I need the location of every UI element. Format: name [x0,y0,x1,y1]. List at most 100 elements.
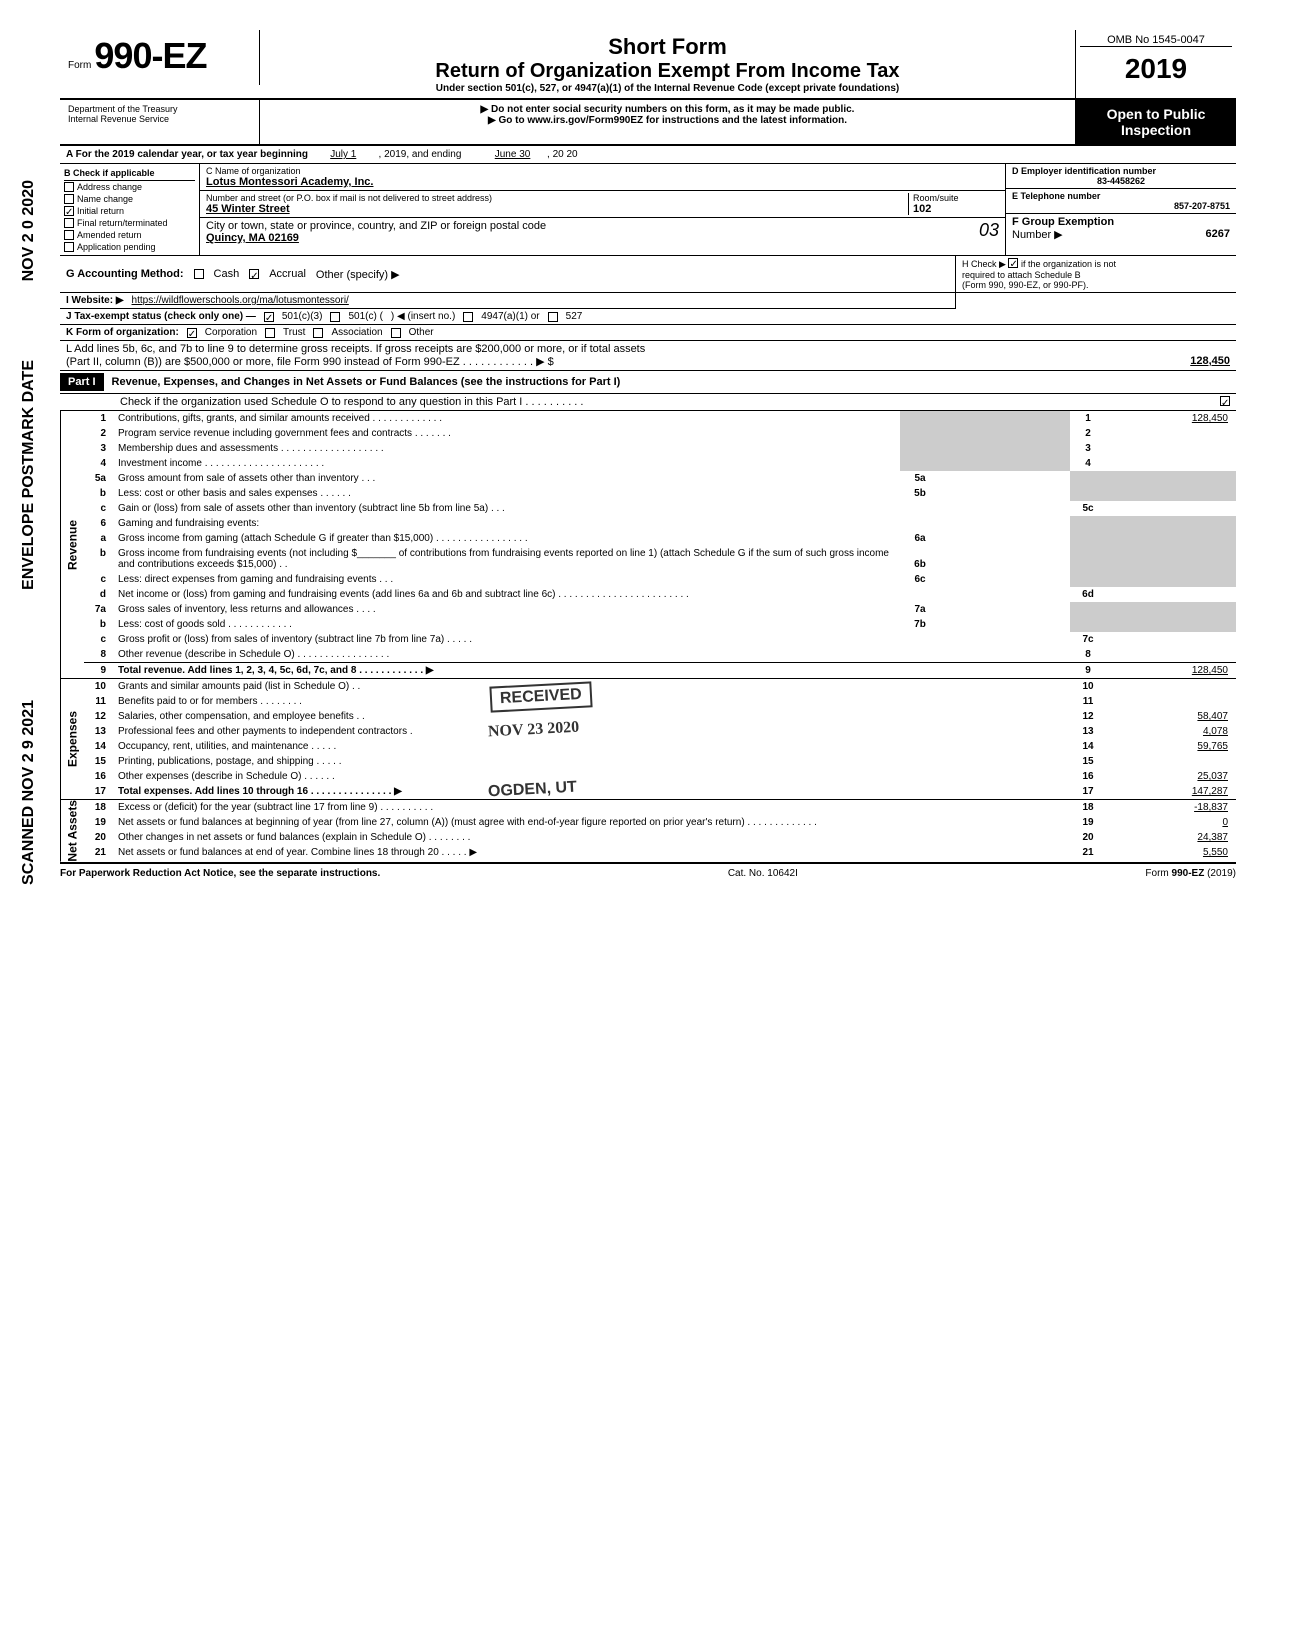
cb-schedo[interactable] [1220,396,1230,406]
part1-check-text: Check if the organization used Schedule … [120,396,583,408]
l2ev [1106,426,1236,441]
l1en: 1 [1070,411,1106,426]
inspect-cell: Open to Public Inspection [1076,100,1236,144]
l7bd: Less: cost of goods sold . . . . . . . .… [114,617,900,632]
name-col: C Name of organization Lotus Montessori … [200,164,1006,255]
l5cd: Gain or (loss) from sale of assets other… [114,501,1070,516]
line-a-text: A For the 2019 calendar year, or tax yea… [66,149,308,160]
gh-row: G Accounting Method: Cash Accrual Other … [60,256,1236,293]
l16ev: 25,037 [1106,769,1236,784]
cb-cash[interactable] [194,269,204,279]
l9en: 9 [1070,663,1106,679]
cb-501c3[interactable] [264,312,274,322]
group-num-label: Number ▶ [1012,229,1063,241]
l7bmn: 7b [900,617,940,632]
l-t2: (Part II, column (B)) are $500,000 or mo… [66,355,554,368]
l6bmn: 6b [900,546,940,572]
cb-h[interactable] [1008,258,1018,268]
expenses-table: 10Grants and similar amounts paid (list … [84,679,1236,799]
k-label: K Form of organization: [66,327,179,338]
l15ev [1106,754,1236,769]
ogden-stamp: OGDEN, UT [479,776,585,803]
l12d: Salaries, other compensation, and employ… [114,709,1070,724]
cb-accrual[interactable] [249,269,259,279]
cb-initial[interactable] [64,206,74,216]
cb-app[interactable] [64,242,74,252]
l6n: 6 [84,516,114,531]
city-label: City or town, state or province, country… [206,220,546,232]
revenue-table: 1Contributions, gifts, grants, and simil… [84,411,1236,678]
city-hand: 03 [979,220,999,244]
tel-val: 857-207-8751 [1012,201,1230,211]
cb-trust[interactable] [265,328,275,338]
cb-addr[interactable] [64,182,74,192]
cb-corp[interactable] [187,328,197,338]
l10d: Grants and similar amounts paid (list in… [114,679,1070,694]
l10n: 10 [84,679,114,694]
l10en: 10 [1070,679,1106,694]
footer-left: For Paperwork Reduction Act Notice, see … [60,868,380,879]
l16d: Other expenses (describe in Schedule O) … [114,769,1070,784]
line-a-yr: , 20 20 [547,149,578,160]
dept-cell: Department of the Treasury Internal Reve… [60,100,260,144]
j-d: 4947(a)(1) or [481,311,539,322]
i-row: I Website: ▶ https://wildflowerschools.o… [60,293,956,309]
warn2: ▶ Go to www.irs.gov/Form990EZ for instru… [264,115,1071,126]
org-room: 102 [913,203,931,215]
dept-row: Department of the Treasury Internal Reve… [60,100,1236,146]
j-row: J Tax-exempt status (check only one) — 5… [60,309,1236,325]
l7cev [1106,632,1236,647]
name-sub2: Number and street (or P.O. box if mail i… [200,191,1005,218]
l5cev [1106,501,1236,516]
l20d: Other changes in net assets or fund bala… [114,830,1070,845]
l3n: 3 [84,441,114,456]
ein-label: D Employer identification number [1012,166,1156,176]
l21en: 21 [1070,845,1106,860]
cb-501c[interactable] [330,312,340,322]
l18n: 18 [84,800,114,815]
l5bn: b [84,486,114,501]
received-stamp: RECEIVED [489,681,592,712]
expenses-section: RECEIVED NOV 23 2020 OGDEN, UT Expenses … [60,679,1236,800]
j-e: 527 [566,311,583,322]
cb-4947[interactable] [463,312,473,322]
l8n: 8 [84,647,114,663]
l8en: 8 [1070,647,1106,663]
k-b: Trust [283,327,305,338]
l13ev: 4,078 [1106,724,1236,739]
l16n: 16 [84,769,114,784]
l6cn: c [84,572,114,587]
j-b: 501(c) ( [348,311,382,322]
cb-name[interactable] [64,194,74,204]
l18en: 18 [1070,800,1106,815]
l10ev [1106,679,1236,694]
l6bd: Gross income from fundraising events (no… [114,546,900,572]
cb-527[interactable] [548,312,558,322]
cb-other[interactable] [391,328,401,338]
cb-amend[interactable] [64,230,74,240]
ein-val: 83-4458262 [1012,176,1230,186]
omb-cell: OMB No 1545-0047 2019 [1076,30,1236,95]
l16en: 16 [1070,769,1106,784]
l1n: 1 [84,411,114,426]
l17d: Total expenses. Add lines 10 through 16 … [118,786,402,797]
l14en: 14 [1070,739,1106,754]
other-l: Other (specify) ▶ [316,268,400,281]
tel-block: E Telephone number 857-207-8751 [1006,189,1236,214]
h-block: H Check ▶ if the organization is not req… [956,256,1236,292]
l6ad: Gross income from gaming (attach Schedul… [114,531,900,546]
g-label: G Accounting Method: [66,268,184,280]
cash-l: Cash [214,268,240,280]
org-name: Lotus Montessori Academy, Inc. [206,176,373,188]
netassets-table: 18Excess or (deficit) for the year (subt… [84,800,1236,860]
line-a-mid: , 2019, and ending [379,149,462,160]
l5cen: 5c [1070,501,1106,516]
cb-final[interactable] [64,218,74,228]
cb-assoc[interactable] [313,328,323,338]
l21ev: 5,550 [1106,845,1236,860]
part1-title: Revenue, Expenses, and Changes in Net As… [104,376,621,388]
l2en: 2 [1070,426,1106,441]
l7amn: 7a [900,602,940,617]
netassets-label: Net Assets [60,800,84,862]
cb-initial-l: Initial return [77,206,124,216]
